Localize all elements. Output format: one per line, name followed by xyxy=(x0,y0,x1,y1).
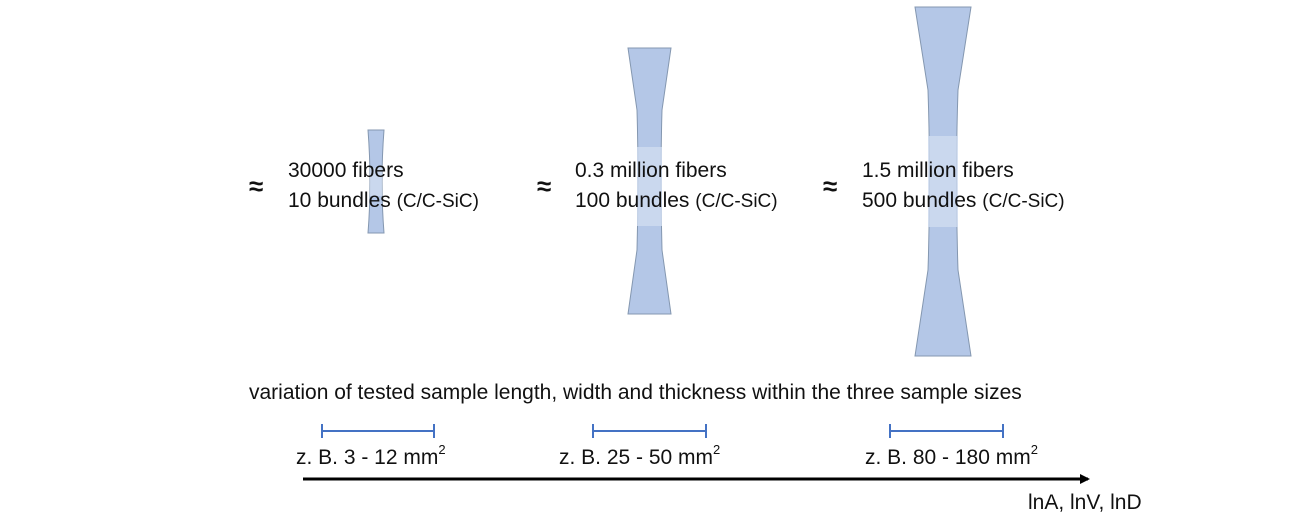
axis-label: lnA, lnV, lnD xyxy=(1028,491,1142,514)
fibers-label-3: 1.5 million fibers xyxy=(862,159,1014,182)
bundles-label-1: 10 bundles (C/C-SiC) xyxy=(288,190,479,211)
bundles-label-2: 100 bundles (C/C-SiC) xyxy=(575,190,778,211)
range-text-2: z. B. 25 - 50 mm xyxy=(559,446,714,469)
approx-symbol-3: ≈ xyxy=(823,171,838,201)
range-power-3: 2 xyxy=(1030,442,1038,457)
specimen-large xyxy=(914,6,972,357)
range-label-3: z. B. 80 - 180 mm2 xyxy=(865,443,1038,469)
range-power-2: 2 xyxy=(713,442,721,457)
material-label-3: (C/C-SiC) xyxy=(982,191,1065,212)
range-bar-2 xyxy=(592,424,707,438)
approx-symbol-1: ≈ xyxy=(249,171,264,201)
range-label-2: z. B. 25 - 50 mm2 xyxy=(559,443,720,469)
specimen-medium xyxy=(627,47,672,315)
material-label-2: (C/C-SiC) xyxy=(695,191,778,212)
bundles-count-1: 10 bundles xyxy=(288,189,391,212)
variation-caption: variation of tested sample length, width… xyxy=(249,381,1022,404)
range-bar-1 xyxy=(321,424,435,438)
fibers-label-2: 0.3 million fibers xyxy=(575,159,727,182)
specimen-small xyxy=(367,129,385,234)
bundles-count-2: 100 bundles xyxy=(575,189,690,212)
range-text-1: z. B. 3 - 12 mm xyxy=(296,446,439,469)
range-power-1: 2 xyxy=(438,442,446,457)
range-bar-3 xyxy=(889,424,1004,438)
approx-symbol-2: ≈ xyxy=(537,171,552,201)
bundles-count-3: 500 bundles xyxy=(862,189,977,212)
material-label-1: (C/C-SiC) xyxy=(396,191,479,212)
fibers-label-1: 30000 fibers xyxy=(288,159,404,182)
range-text-3: z. B. 80 - 180 mm xyxy=(865,446,1031,469)
range-label-1: z. B. 3 - 12 mm2 xyxy=(296,443,446,469)
bundles-label-3: 500 bundles (C/C-SiC) xyxy=(862,190,1065,211)
